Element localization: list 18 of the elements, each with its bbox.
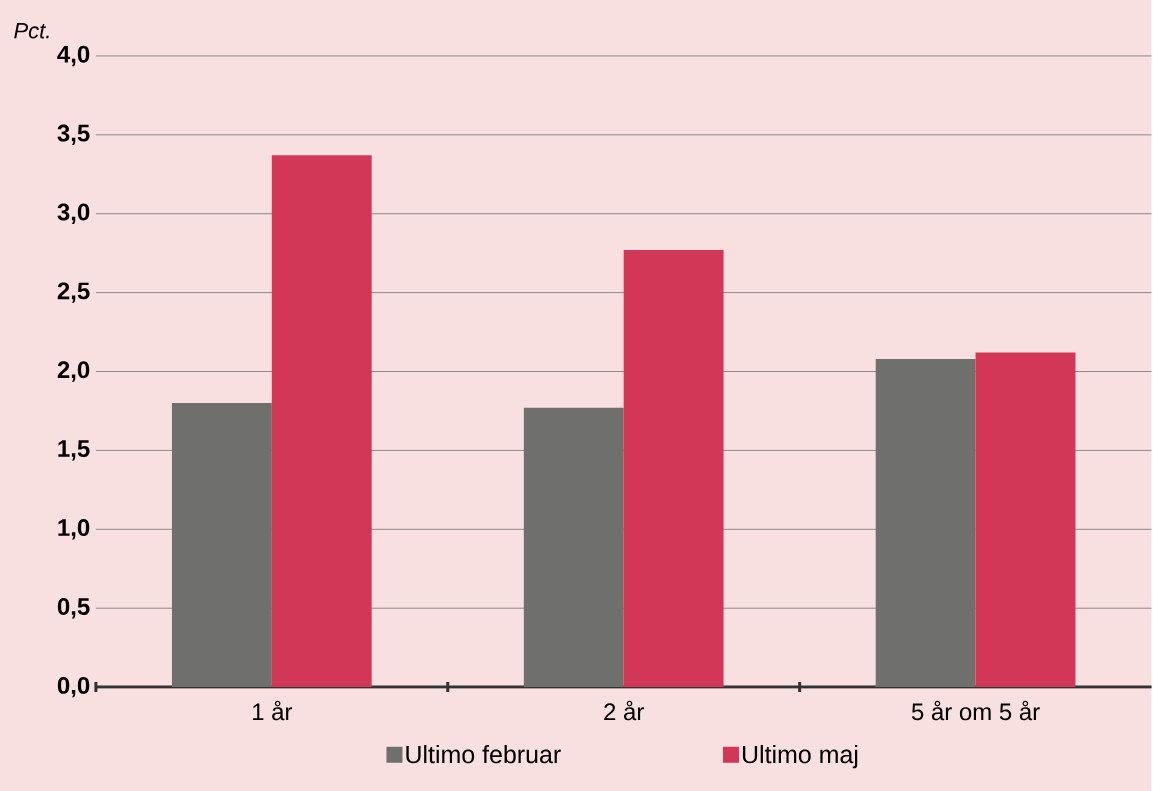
y-tick-label: 2,0 [57,361,90,382]
y-axis-title: Pct. [14,23,49,39]
y-tick-label: 3,0 [57,203,90,224]
y-tick-label: 1,0 [58,519,90,540]
bar [271,155,372,688]
bar [623,250,724,688]
legend-label: Ultimo februar [406,744,561,764]
bar [975,352,1076,688]
y-tick-label: 0,5 [57,598,90,619]
x-tick-label: 2 år [604,700,644,721]
y-tick-label: 2,5 [57,282,90,303]
x-tick-label: 5 år om 5 år [911,700,1040,721]
y-tick-label: 0,0 [57,676,90,698]
x-tick-label: 1 år [253,700,293,721]
y-tick-label: 3,5 [57,124,90,146]
legend-label: Ultimo maj [742,744,858,769]
y-tick-label: 1,5 [58,440,90,461]
y-tick-label: 4,0 [57,45,90,67]
